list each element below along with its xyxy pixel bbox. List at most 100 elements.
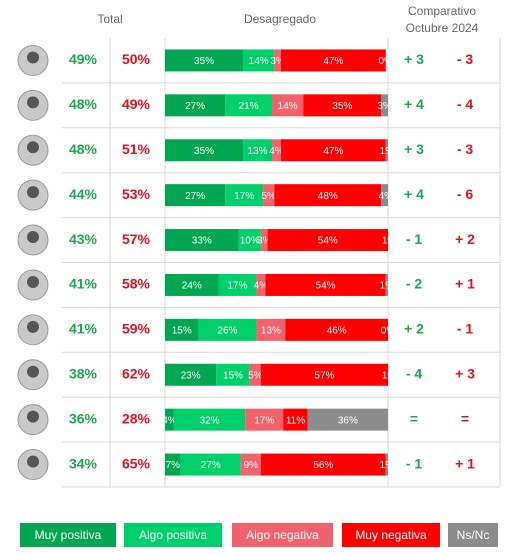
bar-segment xyxy=(280,139,386,162)
bar-segment xyxy=(225,184,264,207)
legend-swatch xyxy=(20,523,116,547)
segment-label: 1% xyxy=(382,236,397,247)
bar-segment xyxy=(198,318,257,341)
segment-label: 1% xyxy=(380,146,395,157)
bar-segment xyxy=(263,184,275,207)
positive-total: 41% xyxy=(69,276,98,292)
segment-label: 48% xyxy=(318,191,338,202)
negative-total: 49% xyxy=(122,96,151,112)
bar-segment xyxy=(165,49,244,72)
segment-label: 27% xyxy=(185,101,205,112)
negative-total: 50% xyxy=(122,51,151,67)
change-negative: - 3 xyxy=(457,141,474,157)
bar-segment xyxy=(165,363,217,386)
avatar-head xyxy=(27,231,39,244)
legend-label: Muy negativa xyxy=(355,528,427,542)
avatar-head xyxy=(27,186,39,199)
change-negative: + 1 xyxy=(455,276,475,292)
bar-segment xyxy=(283,408,308,431)
segment-label: 14% xyxy=(249,56,269,67)
change-positive: + 4 xyxy=(404,186,424,202)
bar-segment xyxy=(240,453,261,476)
header-comparison: Octubre 2024 xyxy=(406,21,479,35)
legend-label: Ns/Nc xyxy=(457,528,490,542)
bar-segment xyxy=(249,363,261,386)
bar-segment xyxy=(280,49,386,72)
segment-label: 1% xyxy=(380,281,395,292)
segment-label: 47% xyxy=(323,146,343,157)
segment-label: 4% xyxy=(254,281,269,292)
segment-label: 9% xyxy=(244,460,259,471)
change-negative: + 1 xyxy=(455,455,475,471)
bar-segment xyxy=(260,453,386,476)
negative-total: 58% xyxy=(122,276,151,292)
bar-segment xyxy=(272,139,281,162)
segment-label: 47% xyxy=(323,56,343,67)
bar-segment xyxy=(307,408,388,431)
change-negative: - 3 xyxy=(457,51,474,67)
segment-label: 46% xyxy=(327,325,347,336)
bar-segment xyxy=(274,49,281,72)
negative-total: 28% xyxy=(122,410,151,426)
negative-total: 51% xyxy=(122,141,151,157)
bar-segment xyxy=(165,318,199,341)
segment-label: 35% xyxy=(194,56,214,67)
segment-label: 23% xyxy=(181,370,201,381)
avatar-head xyxy=(27,51,39,64)
header-comparison: Comparativo xyxy=(408,4,476,18)
segment-label: 4% xyxy=(269,146,284,157)
bar-segment xyxy=(165,408,174,431)
segment-label: 3% xyxy=(270,56,285,67)
bar-segment xyxy=(238,229,261,252)
change-negative: = xyxy=(461,410,469,426)
negative-total: 57% xyxy=(122,231,151,247)
segment-label: 3% xyxy=(377,101,392,112)
legend-swatch xyxy=(124,523,222,547)
segment-label: 1% xyxy=(380,460,395,471)
segment-label: 57% xyxy=(314,370,334,381)
segment-label: 32% xyxy=(200,415,220,426)
bar-segment xyxy=(225,94,273,117)
change-positive: + 3 xyxy=(404,51,424,67)
legend-swatch xyxy=(232,523,333,547)
segment-label: 14% xyxy=(278,101,298,112)
negative-total: 59% xyxy=(122,321,151,337)
positive-total: 43% xyxy=(69,231,98,247)
segment-label: 17% xyxy=(234,191,254,202)
negative-total: 53% xyxy=(122,186,151,202)
change-negative: - 6 xyxy=(457,186,474,202)
legend: Muy positiva Algo positiva Algo negativa Mu… xyxy=(20,523,498,547)
bar-segment xyxy=(274,184,382,207)
change-positive: - 2 xyxy=(406,276,423,292)
segment-label: 11% xyxy=(286,415,305,426)
change-positive: + 4 xyxy=(404,96,424,112)
bar-segment xyxy=(165,453,181,476)
bar-segment xyxy=(381,184,388,207)
bar-segment xyxy=(260,229,268,252)
positive-total: 34% xyxy=(69,455,98,471)
segment-label: 4% xyxy=(379,191,394,202)
bar-segment xyxy=(385,139,388,162)
legend-label: Muy positiva xyxy=(35,528,102,542)
bar-segment xyxy=(165,94,226,117)
bar-segment xyxy=(165,229,239,252)
segment-label: 33% xyxy=(192,236,212,247)
segment-label: 15% xyxy=(172,325,192,336)
positive-total: 48% xyxy=(69,96,98,112)
segment-label: 35% xyxy=(194,146,214,157)
negative-total: 62% xyxy=(122,365,151,381)
change-negative: + 2 xyxy=(455,231,475,247)
bar-segment xyxy=(385,453,388,476)
header-total: Total xyxy=(97,12,122,26)
segment-label: 5% xyxy=(261,191,276,202)
avatar-head xyxy=(27,320,39,333)
segment-label: 17% xyxy=(227,281,247,292)
change-positive: + 3 xyxy=(404,141,424,157)
change-negative: - 1 xyxy=(457,321,474,337)
positive-total: 49% xyxy=(69,51,98,67)
segment-label: 13% xyxy=(261,325,281,336)
header-breakdown: Desagregado xyxy=(244,12,316,26)
bar-segment xyxy=(267,229,388,252)
change-positive: + 2 xyxy=(404,321,424,337)
